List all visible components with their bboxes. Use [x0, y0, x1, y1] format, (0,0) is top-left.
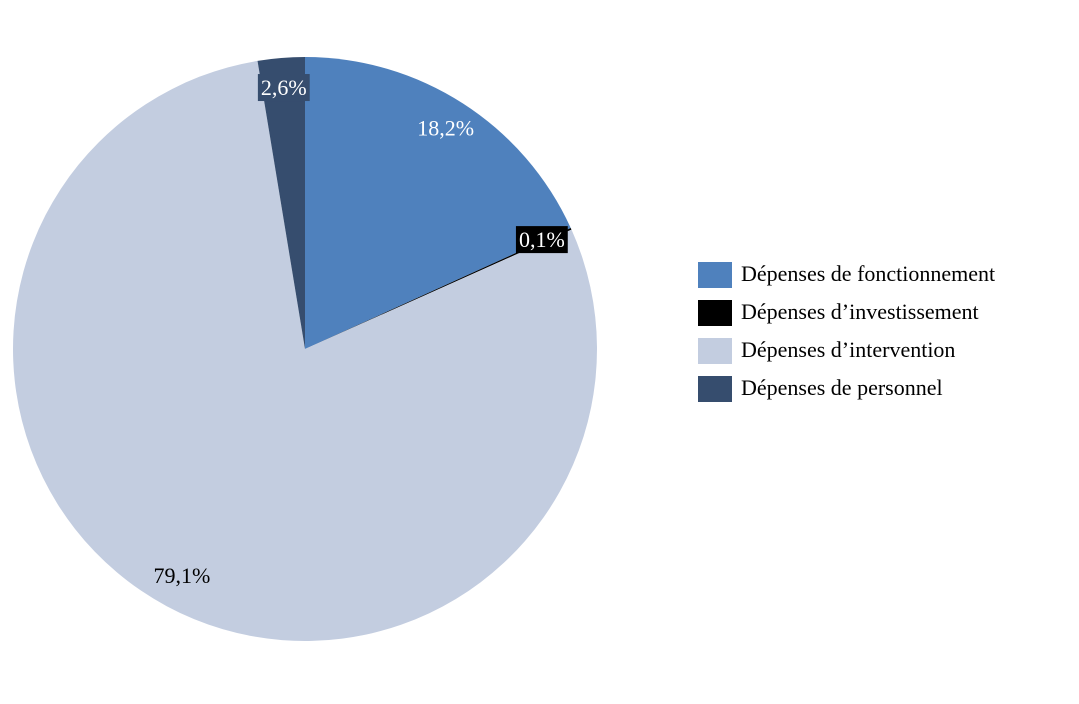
data-label: 79,1% [154, 563, 211, 588]
legend-swatch [698, 300, 732, 326]
legend-label: Dépenses de fonctionnement [741, 261, 995, 286]
pie-slice [305, 57, 571, 349]
pie-slice [13, 60, 598, 642]
pie-slice [305, 228, 572, 349]
legend-swatch [698, 262, 732, 288]
legend-swatch [698, 338, 732, 364]
data-label-box [257, 74, 310, 102]
data-label: 2,6% [261, 75, 307, 100]
legend-label: Dépenses d’intervention [741, 337, 955, 362]
data-label: 0,1% [519, 227, 565, 252]
data-label-box [515, 226, 568, 254]
legend-swatch [698, 376, 732, 402]
legend-label: Dépenses d’investissement [741, 299, 979, 324]
legend-label: Dépenses de personnel [741, 375, 943, 400]
data-label: 18,2% [417, 116, 474, 141]
pie-slice [257, 57, 305, 349]
